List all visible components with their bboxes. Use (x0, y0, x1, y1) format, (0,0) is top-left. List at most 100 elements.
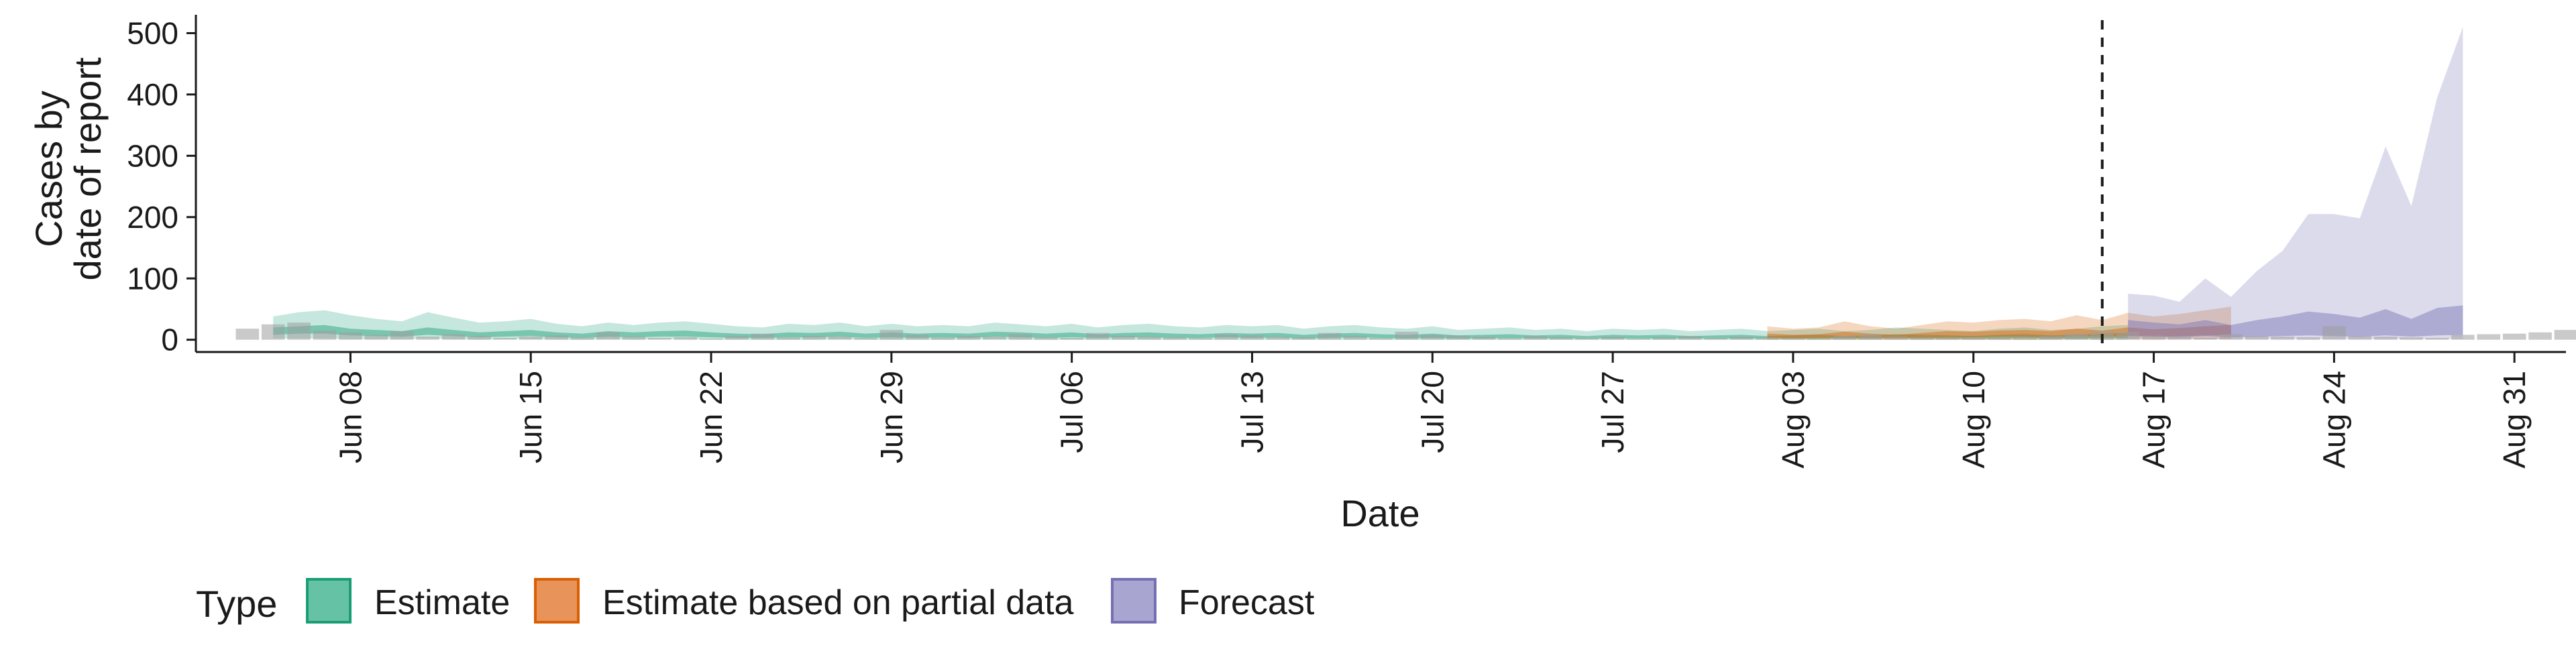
reported-bar (236, 329, 260, 340)
reported-bar (777, 337, 800, 340)
reported-bar (1369, 338, 1393, 340)
reported-bar (2297, 337, 2320, 340)
reported-bar (1782, 338, 1805, 340)
legend-label-0: Estimate (374, 583, 510, 622)
reported-bar (1756, 337, 1779, 340)
reported-bar (2349, 336, 2372, 340)
x-tick-label: Aug 17 (2137, 371, 2171, 469)
reported-bar (1446, 335, 1470, 339)
reported-bar (442, 335, 466, 340)
reported-bar (1240, 335, 1264, 339)
reported-bar (1318, 333, 1341, 340)
reported-bar (725, 336, 749, 340)
y-tick-label: 0 (161, 322, 178, 357)
reported-bar (2503, 334, 2526, 340)
reported-bar (1267, 337, 1290, 340)
legend-label-2: Forecast (1179, 583, 1315, 622)
x-tick-label: Jul 13 (1234, 371, 1269, 453)
reported-bar (2271, 337, 2294, 340)
reported-bar (1936, 338, 1960, 340)
reported-bar (1833, 336, 1857, 340)
legend-key-1 (535, 579, 578, 622)
reported-bar (1472, 337, 1496, 340)
reported-bar (854, 338, 877, 340)
reported-bar (1807, 339, 1831, 340)
reported-bar (1189, 338, 1212, 340)
reported-bar (1395, 332, 1419, 340)
x-tick-label: Aug 24 (2316, 371, 2351, 469)
reported-bar (2220, 335, 2243, 340)
x-tick-label: Aug 03 (1776, 371, 1811, 469)
reported-bar (1344, 336, 1367, 340)
reported-bar (1163, 337, 1187, 340)
reported-bar (1678, 336, 1702, 340)
reported-bar (828, 337, 852, 340)
reported-bar (1112, 336, 1135, 340)
reported-bar (2039, 336, 2063, 340)
reported-bar (2528, 333, 2552, 340)
reported-bar (365, 335, 388, 339)
y-axis-title-line1: Cases by (28, 91, 70, 247)
reported-bar (700, 339, 723, 340)
reported-bar (1009, 335, 1032, 340)
reported-bar (2142, 335, 2165, 339)
reported-bar (2245, 336, 2269, 340)
reported-bar (1550, 337, 1573, 340)
reported-bar (2400, 337, 2423, 340)
series-layer (273, 27, 2463, 339)
reported-bar (1962, 337, 1986, 340)
reported-bar (1653, 337, 1676, 340)
reported-bar (906, 335, 929, 339)
reported-bar (1627, 339, 1650, 340)
reported-bar (596, 333, 620, 340)
reported-bar (1292, 337, 1316, 340)
reported-bar (2013, 337, 2037, 340)
reported-bar (957, 336, 981, 340)
reported-bar (2116, 332, 2140, 340)
series-2-band-90 (2128, 27, 2463, 339)
x-tick-label: Jun 08 (333, 371, 368, 463)
reported-bar (880, 330, 904, 340)
y-tick-label: 100 (127, 261, 178, 296)
reported-bar (802, 336, 826, 340)
y-axis-ticks: 0 100 200 300 400 500 (127, 15, 196, 357)
reported-bar (2451, 335, 2475, 339)
reported-bar (623, 337, 646, 340)
x-tick-label: Aug 31 (2497, 371, 2532, 469)
reported-bar (1730, 337, 1754, 340)
reported-bar (571, 337, 594, 340)
reported-bar (1859, 335, 1882, 340)
reported-bar (313, 331, 337, 340)
reported-bar (1575, 338, 1599, 340)
reported-bar (751, 334, 775, 340)
reported-bar (1911, 337, 1934, 340)
reported-bar (2477, 335, 2501, 340)
reported-bar (287, 322, 311, 340)
y-tick-label: 300 (127, 138, 178, 173)
reported-bar (1060, 338, 1083, 340)
reported-bar (519, 337, 543, 340)
reported-bar (545, 335, 568, 339)
reported-bar (931, 337, 955, 340)
legend-title: Type (196, 583, 277, 625)
y-tick-label: 200 (127, 200, 178, 235)
reported-bar (2065, 334, 2088, 340)
reported-bar (1086, 333, 1110, 340)
reported-bar (339, 333, 362, 340)
legend-key-2 (1112, 579, 1155, 622)
reported-bar (2194, 338, 2217, 340)
y-tick-label: 500 (127, 15, 178, 50)
reported-bar (2168, 337, 2192, 340)
y-axis-title-line2: date of report (66, 57, 109, 281)
y-tick-label: 400 (127, 77, 178, 112)
reported-bar (1498, 338, 1521, 340)
reported-bar (1601, 337, 1625, 340)
x-tick-label: Jul 27 (1595, 371, 1630, 453)
reported-bar (2426, 338, 2449, 340)
x-tick-label: Aug 10 (1956, 371, 1991, 469)
x-tick-label: Jun 22 (694, 371, 729, 463)
